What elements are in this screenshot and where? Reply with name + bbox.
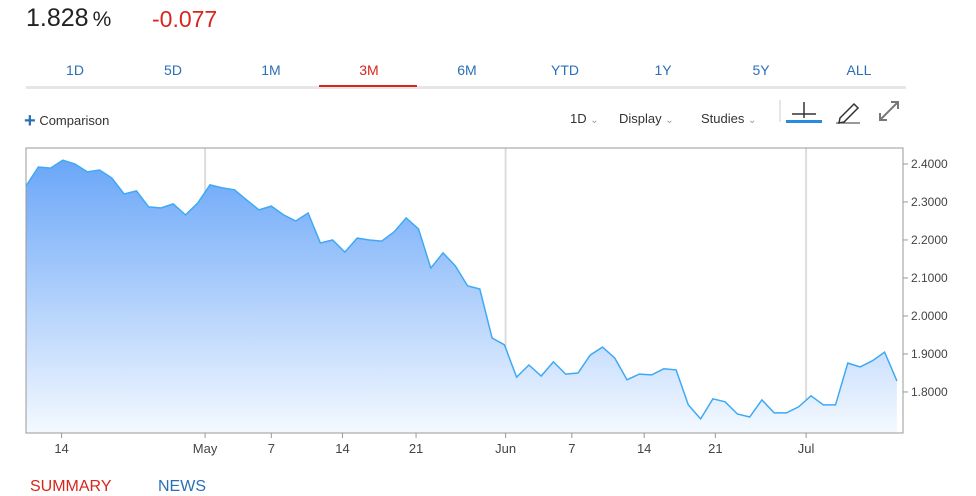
x-tick-label: 7 bbox=[268, 441, 275, 456]
plot-border bbox=[25, 147, 904, 434]
range-tab[interactable]: 1Y bbox=[654, 62, 672, 78]
range-tab[interactable]: YTD bbox=[551, 62, 579, 78]
range-tab[interactable]: 5Y bbox=[752, 62, 770, 78]
x-tick-label: 14 bbox=[637, 441, 651, 456]
draw-tool[interactable] bbox=[836, 102, 860, 124]
x-tick-label: Jul bbox=[798, 441, 815, 456]
x-tick-label: May bbox=[193, 441, 218, 456]
range-tab[interactable]: 1D bbox=[66, 62, 84, 78]
y-tick-label: 2.0000 bbox=[911, 309, 948, 323]
range-tab[interactable]: 6M bbox=[457, 62, 477, 78]
range-tab[interactable]: 1M bbox=[261, 62, 281, 78]
expand-tool[interactable] bbox=[879, 101, 899, 121]
tool-icons bbox=[779, 100, 899, 124]
crosshair-tool[interactable] bbox=[786, 102, 822, 123]
tab-rule bbox=[26, 86, 906, 89]
studies-label: Studies bbox=[701, 111, 745, 126]
line bbox=[25, 159, 898, 421]
interval[interactable]: 1D ⌄ bbox=[570, 111, 599, 126]
x-tick-label: 14 bbox=[335, 441, 349, 456]
x-tick-label: Jun bbox=[495, 441, 516, 456]
bottom-tab[interactable]: SUMMARY bbox=[30, 478, 112, 495]
display-label: Display bbox=[619, 111, 662, 126]
y-tick-label: 2.4000 bbox=[911, 157, 948, 171]
x-tick-label: 21 bbox=[409, 441, 423, 456]
comparison[interactable]: + Comparison bbox=[24, 110, 110, 132]
quote: 1.828% bbox=[26, 4, 111, 33]
y-tick-label: 1.8000 bbox=[911, 385, 948, 399]
price: 1.828 bbox=[26, 4, 89, 32]
range-tab[interactable]: ALL bbox=[846, 62, 872, 78]
range-tab[interactable]: 3M bbox=[359, 62, 379, 78]
studies[interactable]: Studies ⌄ bbox=[701, 111, 757, 126]
unit: % bbox=[92, 8, 112, 31]
change: -0.077 bbox=[152, 6, 218, 32]
y-tick-label: 2.3000 bbox=[911, 195, 948, 209]
x-tick-label: 21 bbox=[708, 441, 722, 456]
y-tick-label: 2.2000 bbox=[911, 233, 948, 247]
y-tick-label: 2.1000 bbox=[911, 271, 948, 285]
interval-label: 1D bbox=[570, 111, 587, 126]
display[interactable]: Display ⌄ bbox=[619, 111, 674, 126]
x-tick-label: 7 bbox=[568, 441, 575, 456]
comparison-label: Comparison bbox=[39, 113, 110, 128]
area-fill bbox=[26, 160, 897, 433]
chart: 14 May 7 14 21 Jun 7 14 21 Jul 2.4000 2.3000 2.2000 2… bbox=[25, 147, 948, 456]
tab-indicator bbox=[319, 85, 417, 87]
bottom-tab[interactable]: NEWS bbox=[158, 478, 206, 495]
y-tick-label: 1.9000 bbox=[911, 347, 948, 361]
range-tab[interactable]: 5D bbox=[164, 62, 182, 78]
x-tick-label: 14 bbox=[54, 441, 68, 456]
